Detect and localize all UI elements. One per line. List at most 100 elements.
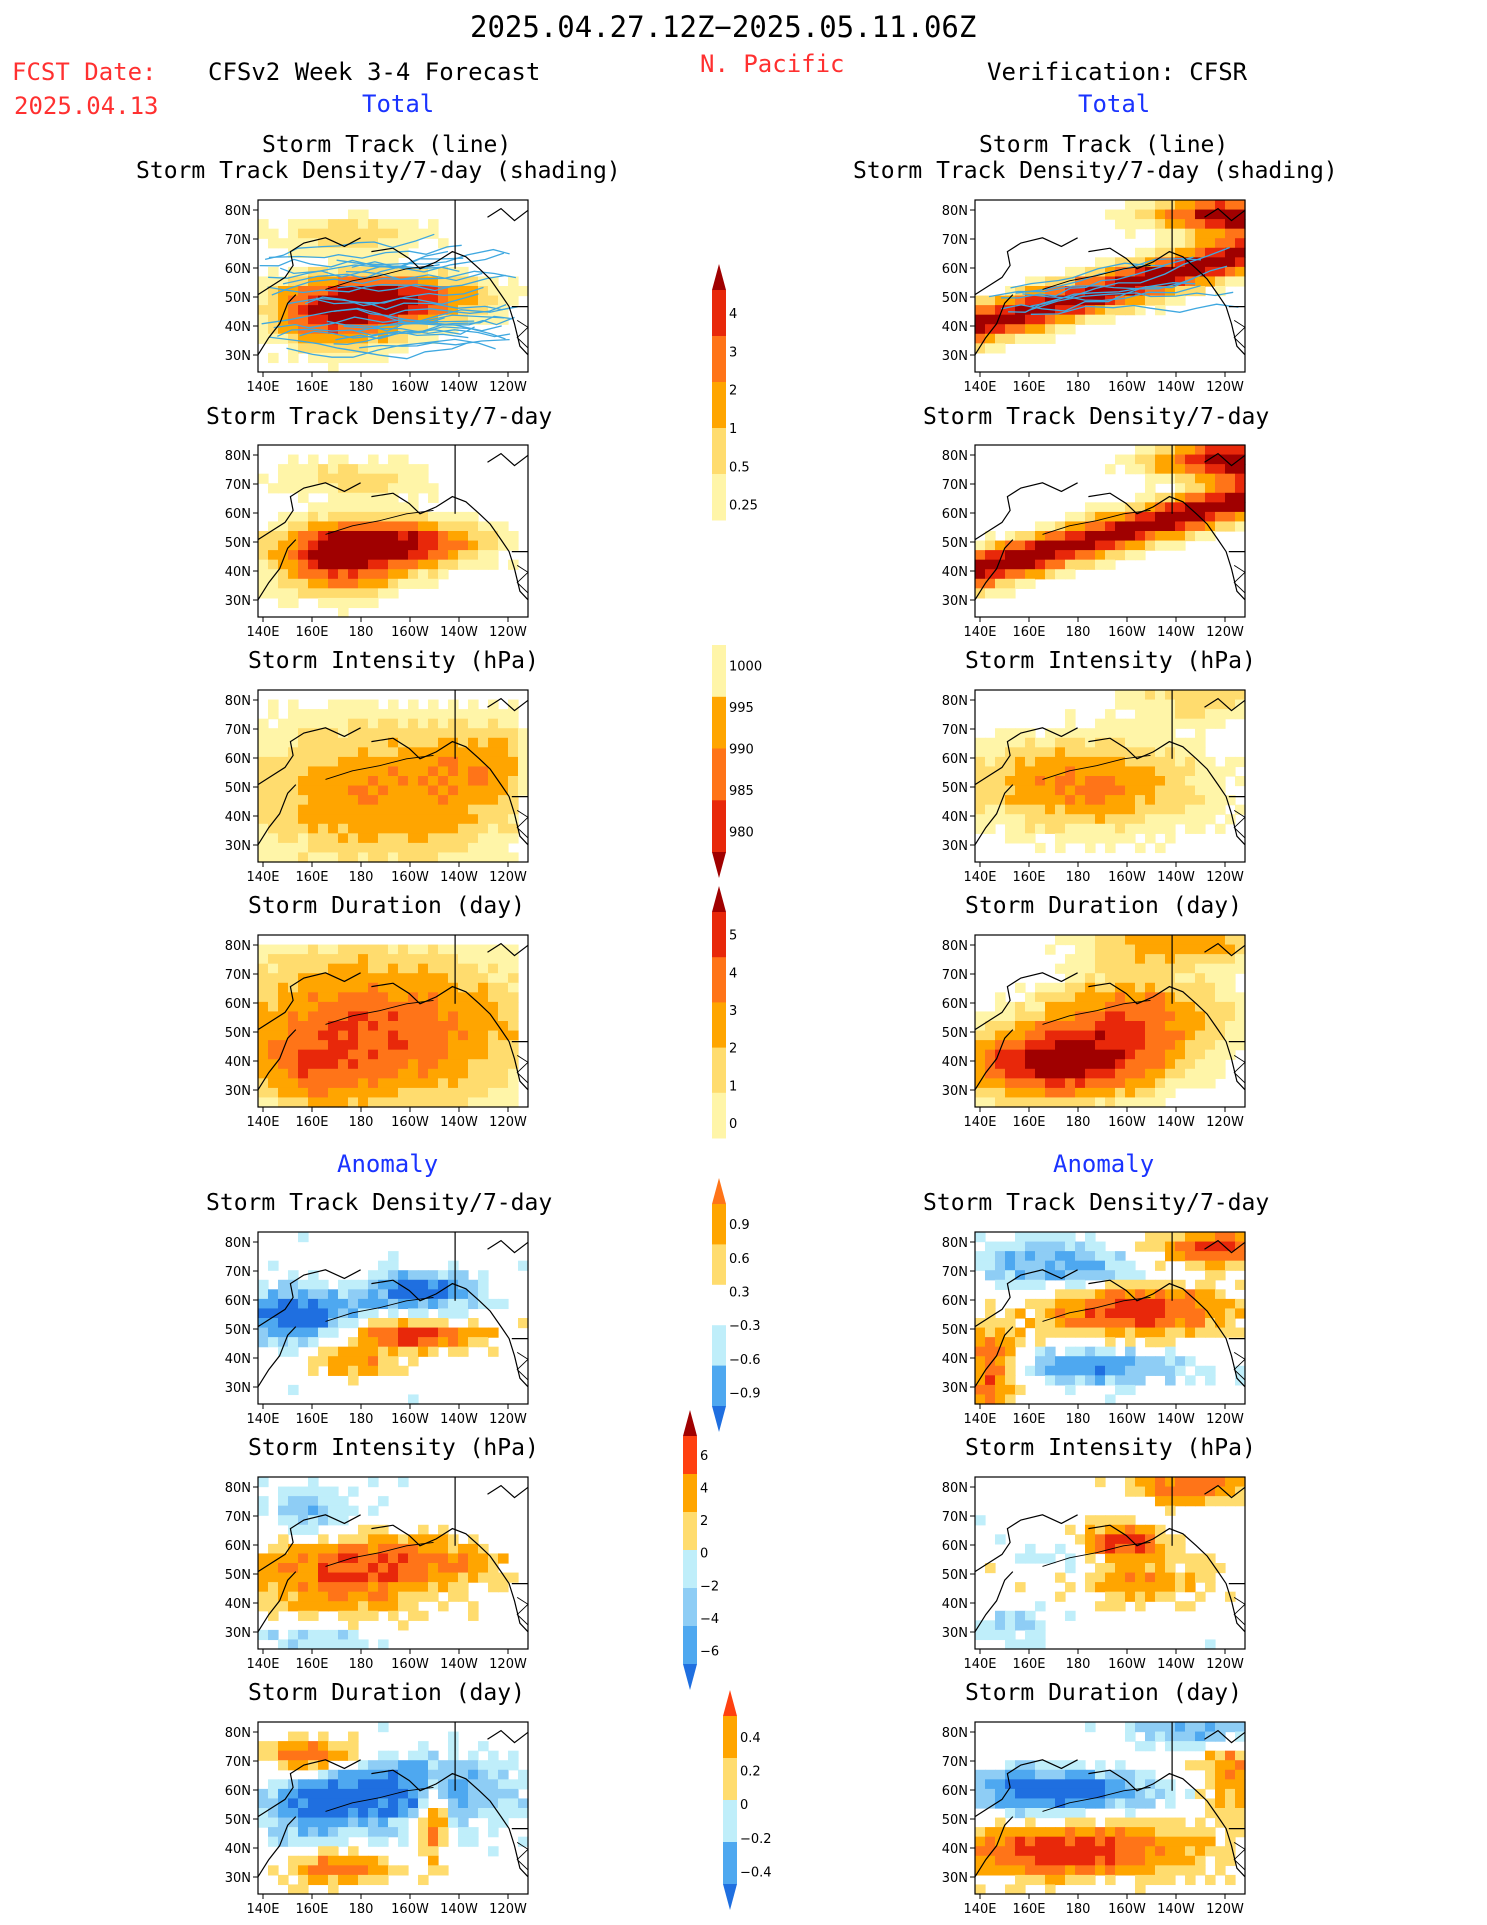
shade-cell [1155,454,1166,465]
shade-cell [1105,935,1116,946]
shade-cell [1015,569,1026,580]
shade-cell [1165,295,1176,306]
shade-cell [328,540,339,551]
shade-cell [338,1001,349,1013]
shade-cell [1215,973,1226,984]
shade-cell [308,531,319,542]
shade-cell [1225,954,1236,965]
shade-cell [388,324,399,335]
shade-cell [1085,728,1096,739]
shade-cell [1205,1001,1216,1013]
shade-cell [478,276,489,287]
shade-cell [308,1356,319,1367]
shade-cell [1165,464,1176,475]
shade-cell [1075,1817,1086,1828]
shade-cell [358,842,369,854]
shade-cell [1025,1610,1036,1621]
shade-cell [1145,1097,1156,1108]
shade-cell [368,1308,379,1319]
shade-cell [1155,1582,1166,1593]
shade-cell [1215,1270,1226,1281]
shade-cell [398,747,409,758]
shade-cell [458,785,469,796]
shade-cell [258,1505,269,1516]
shade-cell [328,464,339,475]
shade-cell [318,1356,329,1367]
shade-cell [1095,1779,1106,1790]
shade-cell [408,944,419,955]
shade-cell [508,852,519,863]
shade-cell [338,1078,349,1089]
shade-cell [1015,1251,1026,1262]
shade-cell [378,1836,389,1847]
lon-tick-label: 180 [1066,1902,1091,1917]
shade-cell [388,1337,399,1348]
shade-cell [1045,1808,1056,1819]
shade-cell [368,747,379,758]
shade-cell [348,1808,359,1819]
lon-tick-label: 160E [295,1902,328,1917]
shade-cell [288,1011,299,1022]
shade-cell [358,766,369,777]
shade-cell [338,852,349,863]
shade-cell [1135,823,1146,834]
shade-cell [1175,473,1186,484]
shade-cell [1015,756,1026,768]
shade-cell [1195,814,1206,825]
shade-cell [308,973,319,984]
shade-cell [358,209,369,220]
shade-cell [488,756,499,768]
shade-cell [1105,1040,1116,1051]
shade-cell [378,718,389,729]
shade-cell [468,1534,479,1545]
shade-cell [1165,531,1176,542]
shade-cell [1195,445,1206,456]
shade-cell [1005,314,1016,325]
shade-cell [288,1308,299,1319]
section-total-left: Total [362,90,435,118]
shade-cell [1005,1251,1016,1262]
shade-cell [1005,1021,1016,1032]
shade-cell [1115,1798,1126,1809]
shade-cell [448,1327,459,1338]
shade-cell [1235,1760,1246,1771]
shade-cell [378,473,389,484]
shade-cell [378,521,389,532]
shade-cell [1025,766,1036,777]
shade-cell [1105,804,1116,815]
shade-cell [1125,1337,1136,1348]
shade-cell [368,699,379,710]
shade-cell [408,1327,419,1338]
shade-cell [398,1298,409,1310]
colorbar-label: 3 [729,1004,737,1019]
shade-cell [268,1327,279,1338]
shade-cell [408,333,419,344]
shade-cell [298,795,309,806]
shade-cell [378,747,389,758]
shade-cell [1105,1375,1116,1386]
shade-cell [1165,1553,1176,1564]
shade-cell [1095,1251,1106,1262]
shade-cell [1055,728,1066,739]
shade-cell [358,569,369,580]
shade-cell [1115,1601,1126,1612]
shade-cell [258,1308,269,1319]
shade-cell [448,747,459,758]
shade-cell [1145,814,1156,825]
shade-cell [995,795,1006,806]
shade-cell [1005,1779,1016,1790]
shade-cell [418,531,429,542]
shade-cell [388,1534,399,1545]
shade-cell [1085,1078,1096,1089]
shade-cell [508,1760,519,1771]
shade-cell [278,1049,289,1060]
storm-track-line [1030,303,1239,315]
shade-cell [1105,737,1116,748]
shade-cell [468,1049,479,1060]
shade-cell [985,1030,996,1041]
shade-cell [1165,954,1176,965]
shade-cell [1145,540,1156,551]
shade-cell [498,1097,509,1108]
shade-cell [1165,1021,1176,1032]
shade-cell [1005,1068,1016,1079]
